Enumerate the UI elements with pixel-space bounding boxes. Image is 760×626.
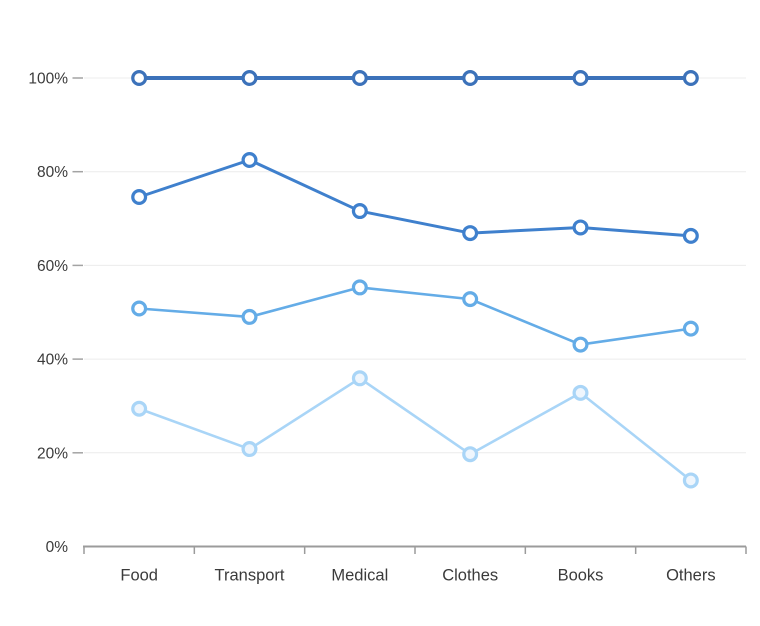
data-point-marker bbox=[682, 69, 699, 86]
data-point-marker bbox=[131, 300, 148, 317]
data-point-marker bbox=[241, 151, 258, 168]
data-point-marker bbox=[131, 400, 148, 417]
x-axis-label: Clothes bbox=[442, 567, 498, 585]
data-point-marker bbox=[351, 69, 368, 86]
series-line bbox=[137, 377, 693, 482]
data-point-marker bbox=[241, 441, 258, 458]
data-point-marker bbox=[572, 219, 589, 236]
x-axis-label: Books bbox=[558, 567, 604, 585]
y-axis-label: 0% bbox=[46, 539, 69, 556]
data-point-marker bbox=[682, 227, 699, 244]
data-point-marker bbox=[572, 69, 589, 86]
y-axis-label: 60% bbox=[37, 258, 68, 275]
y-axis-label: 40% bbox=[37, 352, 68, 369]
data-point-marker bbox=[351, 370, 368, 387]
series-line bbox=[137, 286, 693, 346]
data-point-marker bbox=[682, 472, 699, 489]
x-axis-label: Transport bbox=[215, 567, 285, 585]
y-axis-label: 80% bbox=[37, 164, 68, 181]
data-point-marker bbox=[462, 291, 479, 308]
data-point-marker bbox=[351, 203, 368, 220]
data-point-marker bbox=[241, 308, 258, 325]
x-axis-label: Medical bbox=[331, 567, 388, 585]
data-point-marker bbox=[462, 69, 479, 86]
data-point-marker bbox=[131, 188, 148, 205]
data-point-marker bbox=[572, 384, 589, 401]
data-point-marker bbox=[682, 320, 699, 337]
x-axis-label: Others bbox=[666, 567, 716, 585]
y-axis-label: 100% bbox=[28, 71, 68, 88]
data-point-marker bbox=[351, 279, 368, 296]
data-point-marker bbox=[462, 225, 479, 242]
x-axis-label: Food bbox=[120, 567, 158, 585]
data-point-marker bbox=[572, 336, 589, 353]
y-axis-label: 20% bbox=[37, 445, 68, 462]
series-line bbox=[137, 158, 693, 238]
data-point-marker bbox=[131, 69, 148, 86]
data-point-marker bbox=[462, 446, 479, 463]
data-point-marker bbox=[241, 69, 258, 86]
